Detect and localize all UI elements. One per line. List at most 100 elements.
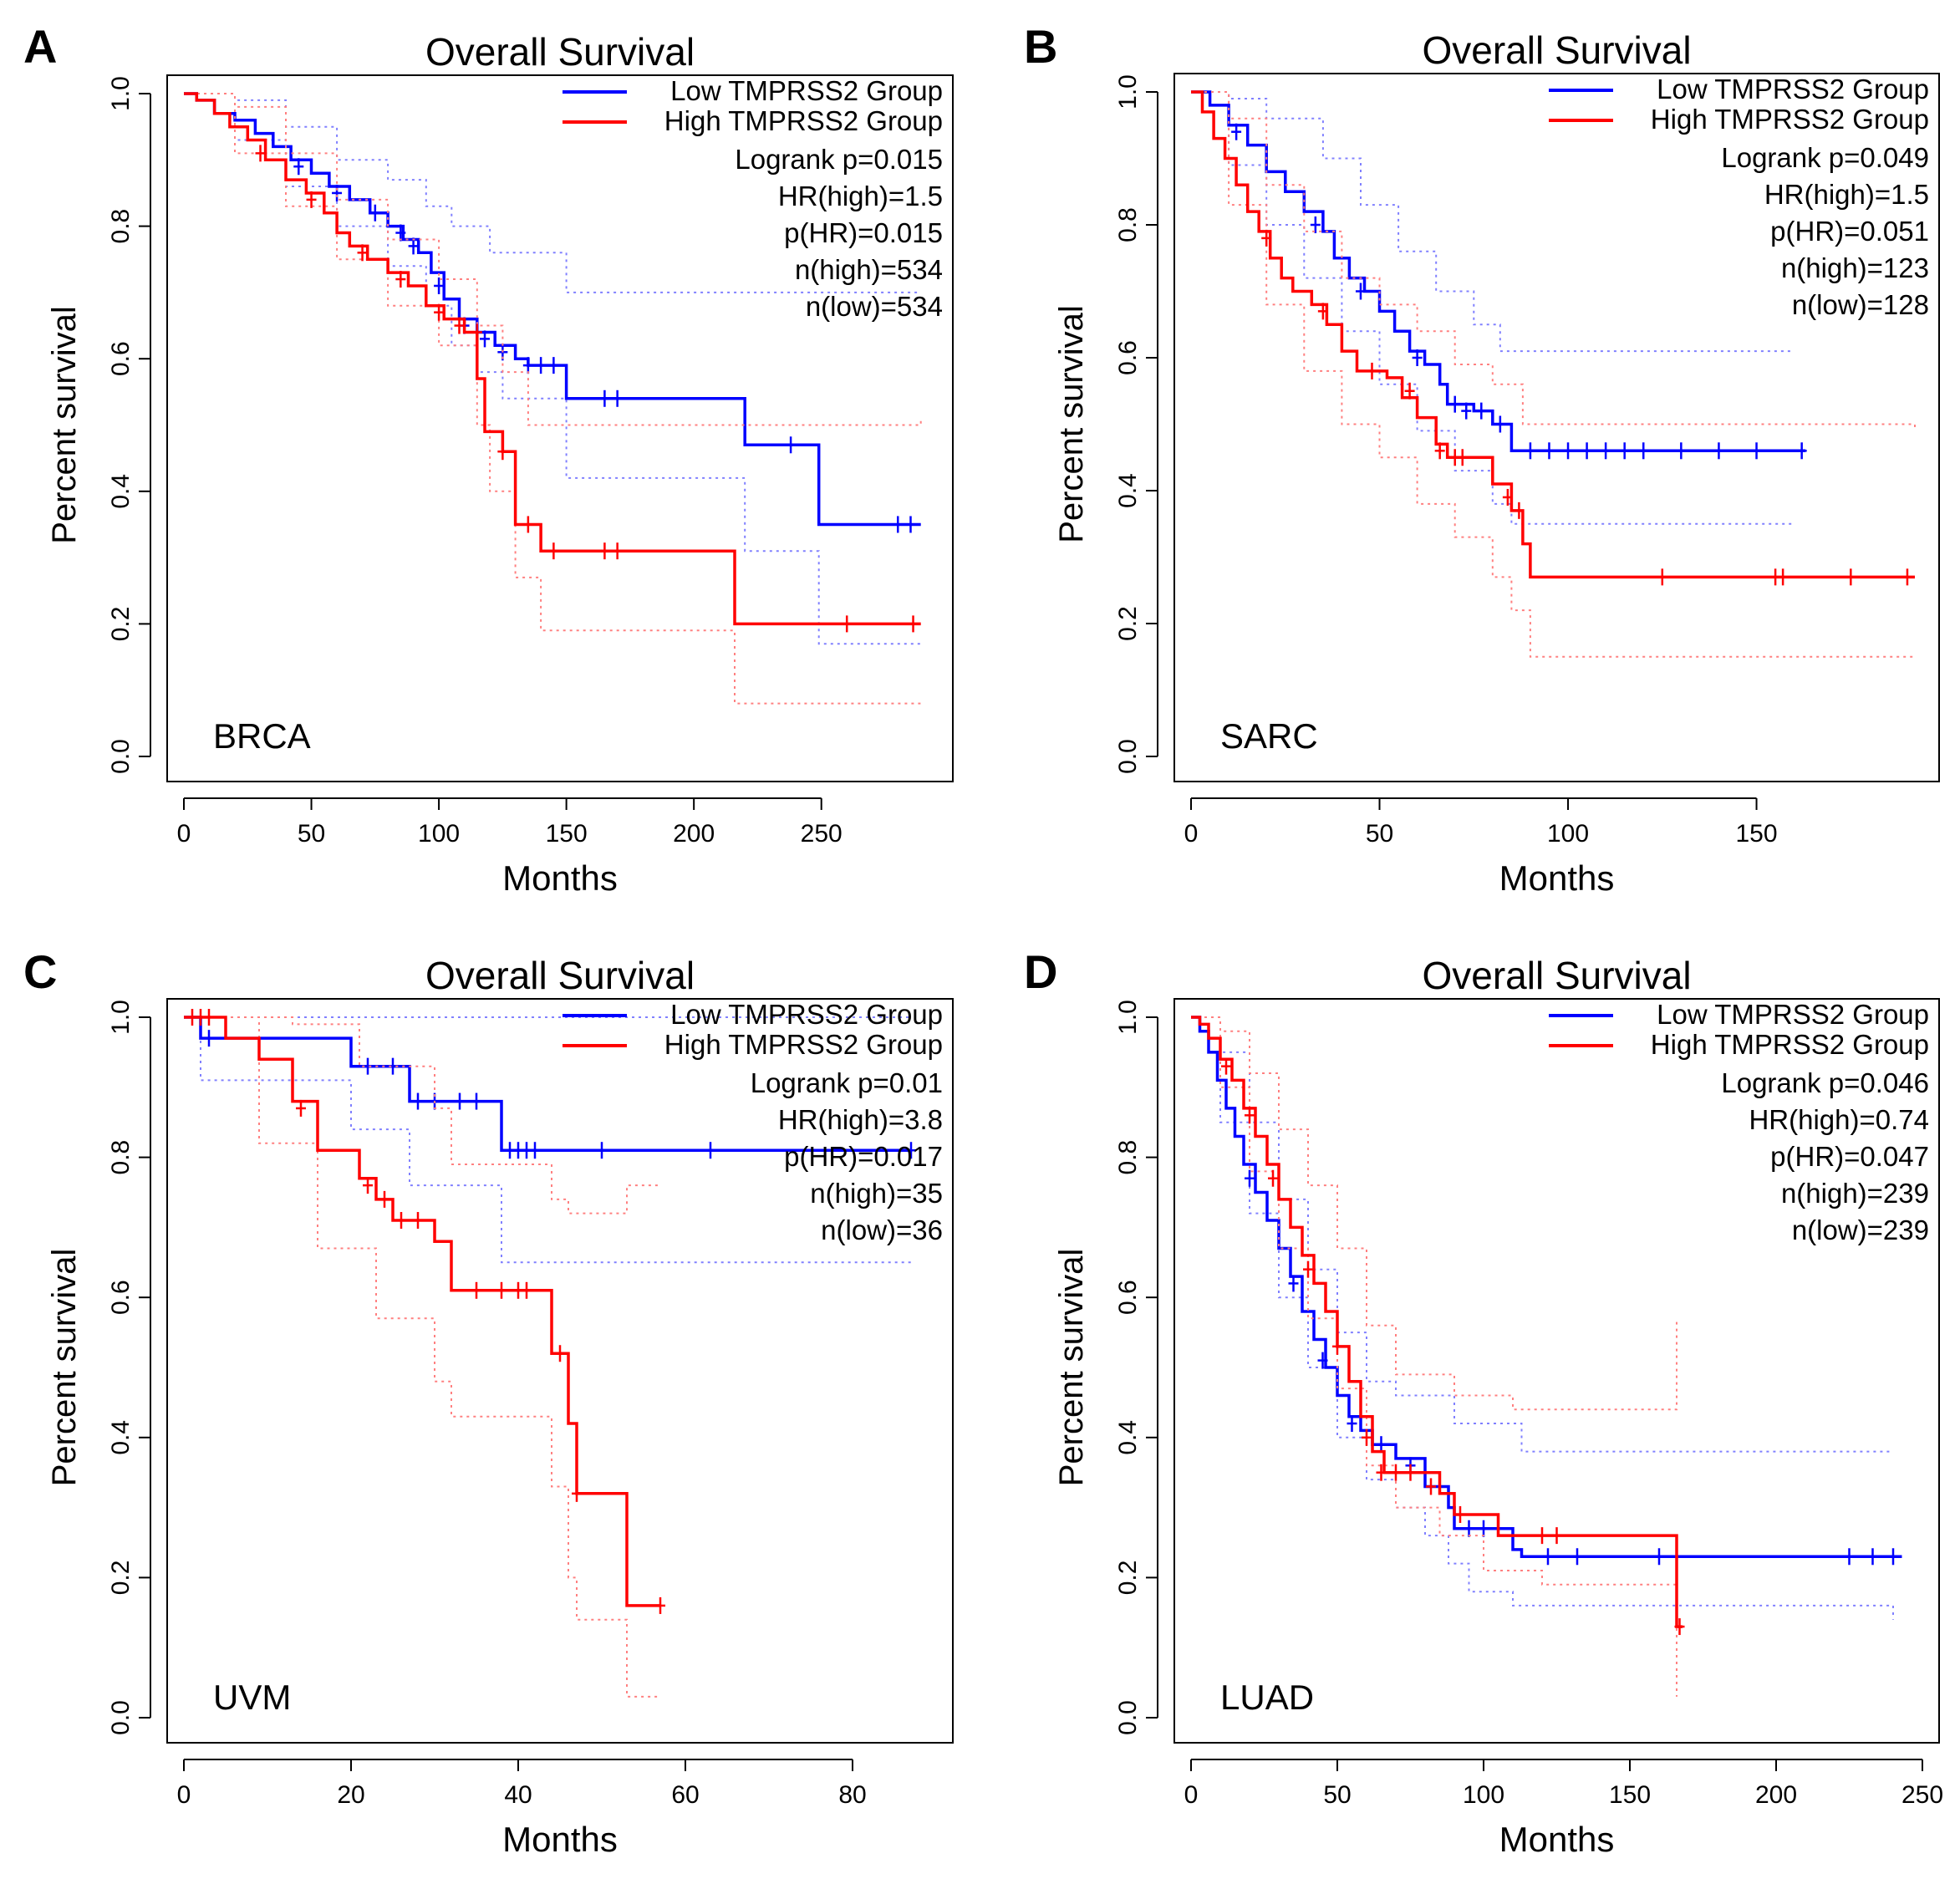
censor-mark-low xyxy=(1449,395,1460,413)
plot-frame xyxy=(166,74,954,782)
censor-mark-low xyxy=(480,330,490,348)
censor-mark-low xyxy=(1638,442,1649,460)
censor-mark-high xyxy=(1674,1618,1685,1636)
censor-mark-high xyxy=(296,1099,306,1117)
censor-mark-low xyxy=(1619,442,1630,460)
censor-mark-low xyxy=(1231,123,1242,140)
censor-mark-low xyxy=(1563,442,1574,460)
series-low xyxy=(184,1016,916,1264)
ci-upper-low xyxy=(184,93,921,293)
plot-frame xyxy=(1173,73,1940,782)
y-tick-label: 0.6 xyxy=(1114,340,1142,375)
stat-text: n(low)=128 xyxy=(1792,289,1929,320)
censor-mark-low xyxy=(1867,1548,1878,1566)
y-tick-label: 0.8 xyxy=(107,1140,135,1175)
series-low xyxy=(1191,90,1807,525)
censor-mark-low xyxy=(434,277,445,294)
x-tick-label: 100 xyxy=(418,820,460,848)
censor-mark-high xyxy=(522,516,533,533)
x-tick-label: 50 xyxy=(1366,820,1393,848)
stat-text: HR(high)=1.5 xyxy=(778,181,943,211)
series-high xyxy=(1191,90,1916,658)
y-tick-label: 0.4 xyxy=(107,1420,135,1455)
x-tick-label: 0 xyxy=(1184,1781,1199,1809)
x-tick-label: 0 xyxy=(177,1781,191,1809)
stat-text: p(HR)=0.017 xyxy=(784,1141,943,1172)
x-tick-label: 60 xyxy=(671,1781,699,1809)
censor-mark-high xyxy=(655,1596,665,1614)
y-tick-label: 0.0 xyxy=(1114,739,1142,774)
survival-curve-high xyxy=(184,1016,660,1607)
censor-mark-low xyxy=(1751,442,1762,460)
censor-mark-high xyxy=(1426,1478,1436,1495)
legend-label-low: Low TMPRSS2 Group xyxy=(670,999,943,1030)
legend-label-high: High TMPRSS2 Group xyxy=(1651,104,1929,135)
censor-mark-high xyxy=(1502,488,1513,506)
censor-mark-high xyxy=(497,443,508,461)
survival-chart-d: Overall Survival 0.0 0.2 0.4 0.6 0.8 1.0 Percen… xyxy=(1053,954,1943,1859)
x-tick-label: 250 xyxy=(1901,1781,1943,1809)
survival-curve-low xyxy=(1191,90,1806,453)
x-tick-label: 0 xyxy=(177,820,191,848)
x-tick-label: 200 xyxy=(673,820,715,848)
censor-mark-high xyxy=(1367,362,1377,379)
stat-text: n(low)=534 xyxy=(806,291,943,322)
censor-mark-low xyxy=(548,357,559,374)
chart-title: Overall Survival xyxy=(1422,954,1691,997)
y-tick-label: 0.4 xyxy=(1114,1420,1142,1455)
survival-curve-low xyxy=(1191,1016,1902,1559)
x-axis-label: Months xyxy=(502,1820,618,1859)
stat-text: n(low)=239 xyxy=(1792,1214,1929,1245)
censor-mark-high xyxy=(1404,382,1415,400)
legend-label-high: High TMPRSS2 Group xyxy=(664,105,943,136)
y-tick-label: 0.8 xyxy=(107,209,135,244)
censor-mark-high xyxy=(522,1281,532,1299)
censor-mark-high xyxy=(1551,1527,1562,1545)
legend-label-low: Low TMPRSS2 Group xyxy=(670,75,943,106)
censor-mark-high xyxy=(1376,1464,1387,1481)
stat-text: n(high)=534 xyxy=(795,254,943,285)
censor-mark-low xyxy=(1310,216,1321,233)
censor-mark-high xyxy=(1317,303,1328,320)
censor-mark-low xyxy=(1713,442,1724,460)
series-high xyxy=(184,92,922,705)
censor-mark-low xyxy=(395,224,406,242)
censor-mark-low xyxy=(893,516,904,533)
legend-label-high: High TMPRSS2 Group xyxy=(664,1029,943,1060)
censor-mark-low xyxy=(1844,1548,1855,1566)
stat-text: Logrank p=0.015 xyxy=(735,144,943,175)
censor-mark-high xyxy=(599,542,610,560)
stat-text: HR(high)=0.74 xyxy=(1749,1104,1929,1135)
censor-mark-high xyxy=(471,1281,481,1299)
censor-mark-high xyxy=(1537,1527,1547,1545)
censor-mark-high xyxy=(306,191,317,208)
censor-mark-high xyxy=(1514,502,1525,519)
censor-mark-low xyxy=(1543,1548,1553,1566)
censor-mark-high xyxy=(1245,1107,1255,1124)
x-axis-label: Months xyxy=(1499,1820,1615,1859)
censor-mark-low xyxy=(1601,442,1611,460)
stat-text: p(HR)=0.051 xyxy=(1770,216,1929,247)
censor-mark-high xyxy=(363,1177,373,1194)
censor-mark-low xyxy=(1654,1548,1664,1566)
censor-mark-high xyxy=(1434,442,1445,460)
censor-mark-low xyxy=(536,357,547,374)
censor-mark-low xyxy=(705,1142,715,1159)
stat-text: Logrank p=0.046 xyxy=(1721,1067,1929,1098)
censor-mark-high xyxy=(548,542,559,560)
survival-chart-a: Overall Survival 0.0 0.2 0.4 0.6 0.8 1.0 Percen… xyxy=(46,30,954,898)
y-axis-label: Percent survival xyxy=(46,306,83,544)
y-tick-label: 0.2 xyxy=(107,1561,135,1596)
censor-mark-low xyxy=(369,204,380,222)
ci-upper-high xyxy=(184,1016,660,1214)
censor-mark-low xyxy=(204,1030,214,1047)
stat-text: p(HR)=0.015 xyxy=(784,217,943,248)
x-tick-label: 100 xyxy=(1547,820,1589,848)
x-axis-label: Months xyxy=(1499,858,1615,898)
censor-mark-high xyxy=(1332,1337,1342,1355)
censor-mark-low xyxy=(408,237,419,255)
x-tick-label: 150 xyxy=(1609,1781,1651,1809)
censor-mark-low xyxy=(1676,442,1687,460)
x-tick-label: 50 xyxy=(298,820,325,848)
